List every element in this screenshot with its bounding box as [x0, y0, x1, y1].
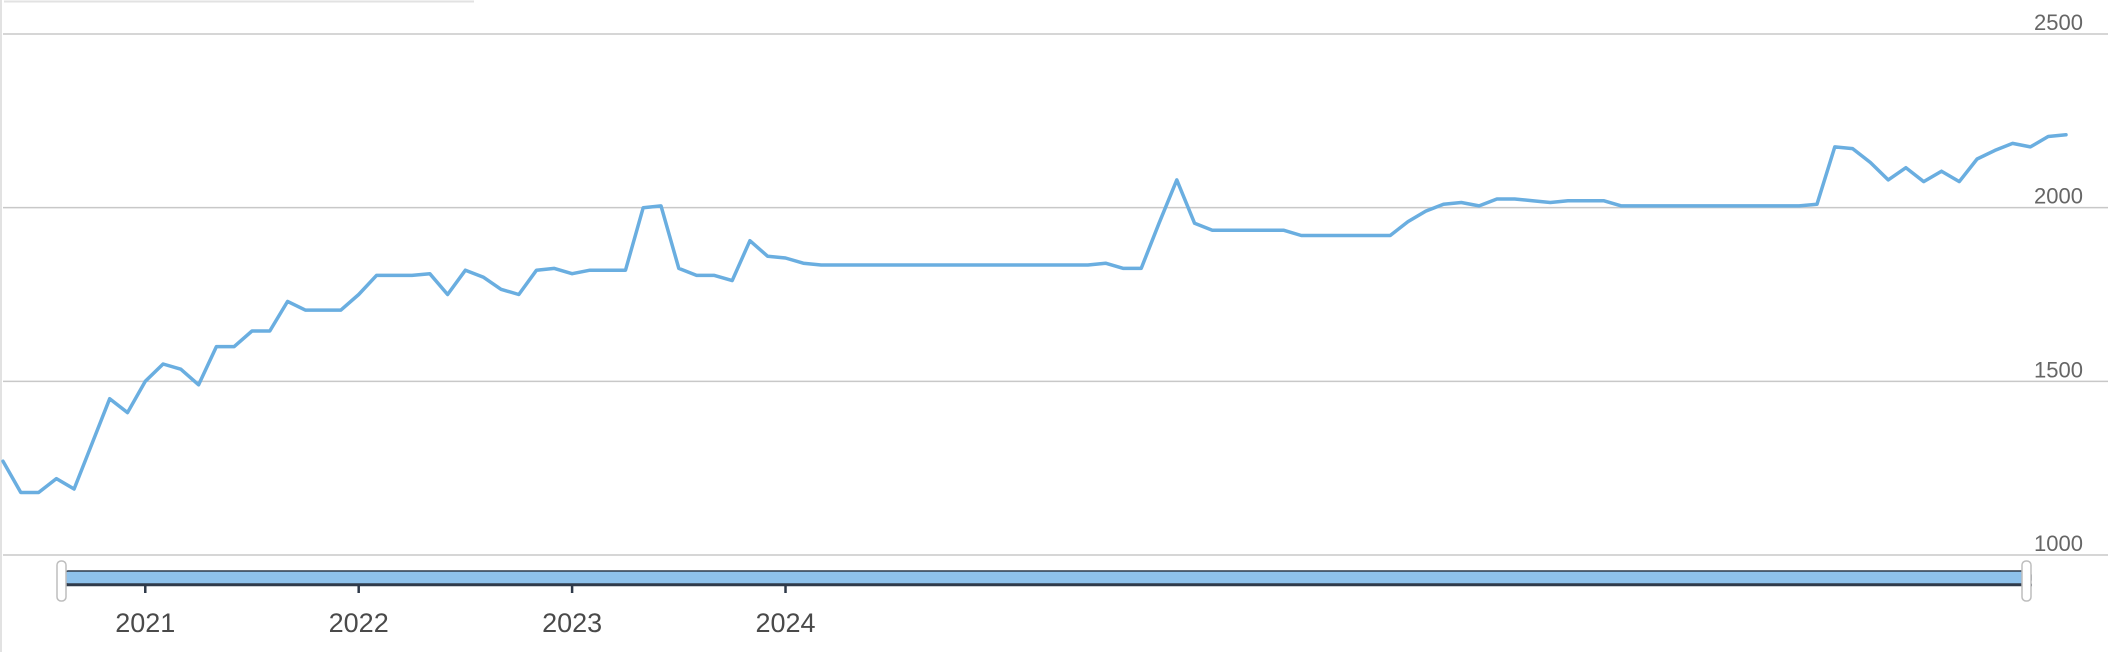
grid-lines: [3, 33, 2108, 556]
x-axis-ticks: 2021 2022 2023 2024: [115, 585, 816, 638]
x-tick-label: 2021: [115, 608, 175, 638]
y-tick-label: 2000: [2034, 184, 2083, 209]
x-tick-label: 2024: [755, 608, 815, 638]
y-axis-ticks: 1000 1500 2000 2500: [2034, 10, 2083, 556]
x-tick-label: 2023: [542, 608, 602, 638]
x-tick-label: 2022: [329, 608, 389, 638]
navigator[interactable]: [56, 560, 2032, 602]
series-layer: [1, 132, 2068, 495]
y-tick-label: 2500: [2034, 10, 2083, 35]
series-line-0: [1, 132, 2068, 495]
navigator-handle-right[interactable]: [2021, 560, 2032, 602]
navigator-handle-left[interactable]: [56, 560, 67, 602]
y-tick-label: 1000: [2034, 531, 2083, 556]
handle-right-grip[interactable]: [2021, 560, 2032, 602]
y-tick-label: 1500: [2034, 357, 2083, 382]
navigator-scrollbar[interactable]: [63, 570, 2032, 585]
handle-left-grip[interactable]: [56, 560, 67, 602]
